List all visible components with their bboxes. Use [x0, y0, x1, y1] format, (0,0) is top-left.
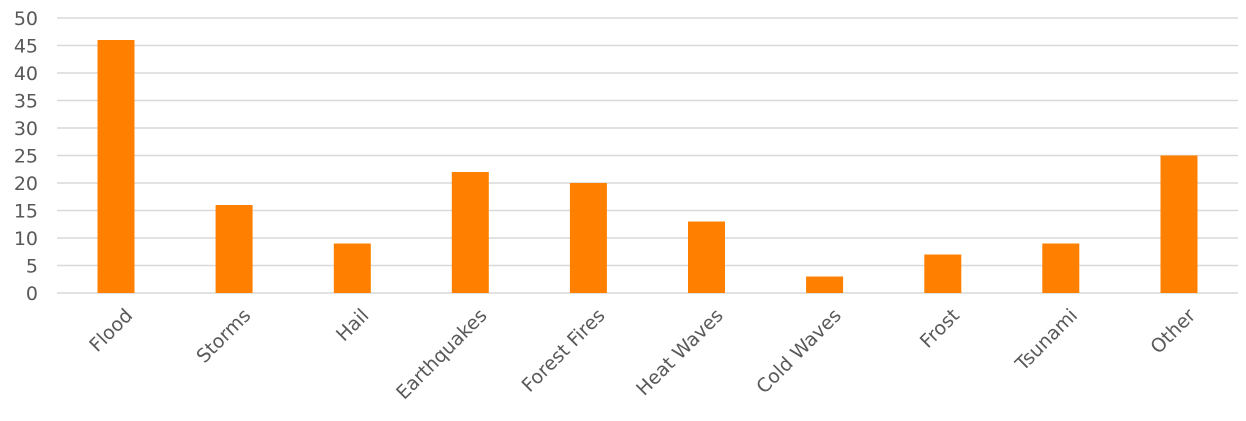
x-category-label: Other: [1146, 304, 1200, 358]
x-category-label: Earthquakes: [392, 305, 491, 404]
x-category-label: Flood: [85, 305, 137, 357]
bar-tsunami: [1042, 243, 1080, 293]
y-tick-label: 0: [26, 283, 38, 305]
x-category-label: Frost: [916, 305, 964, 353]
x-category-label: Storms: [192, 305, 255, 368]
bar-other: [1160, 155, 1198, 293]
x-category-label: Hail: [332, 305, 373, 346]
x-category-label: Forest Fires: [518, 305, 610, 397]
bar-earthquakes: [451, 172, 489, 293]
bar-storms: [215, 205, 253, 293]
y-tick-label: 50: [14, 8, 38, 30]
y-tick-label: 45: [14, 36, 38, 58]
bar-frost: [924, 254, 962, 293]
bar-hail: [333, 243, 371, 293]
y-tick-label: 25: [14, 146, 38, 168]
x-category-label: Tsunami: [1011, 305, 1082, 376]
y-tick-label: 20: [14, 173, 38, 195]
gridlines: [57, 17, 1238, 294]
x-category-label: Cold Waves: [752, 305, 846, 399]
bar-cold-waves: [806, 276, 844, 293]
bar-heat-waves: [688, 221, 725, 293]
y-tick-label: 15: [14, 201, 38, 223]
bars: [97, 40, 1198, 293]
y-tick-label: 10: [14, 228, 38, 250]
x-axis-categories: Flood Storms Hail Earthquakes Forest Fires He…: [85, 304, 1200, 404]
y-axis-ticks: 0 5 10 15 20 25 30 35 40 45 50: [14, 8, 38, 305]
bar-forest-fires: [569, 183, 607, 293]
bar-flood: [97, 40, 135, 293]
y-tick-label: 40: [14, 63, 38, 85]
y-tick-label: 30: [14, 118, 38, 140]
x-category-label: Heat Waves: [632, 305, 728, 401]
y-tick-label: 5: [26, 256, 38, 278]
y-tick-label: 35: [14, 91, 38, 113]
